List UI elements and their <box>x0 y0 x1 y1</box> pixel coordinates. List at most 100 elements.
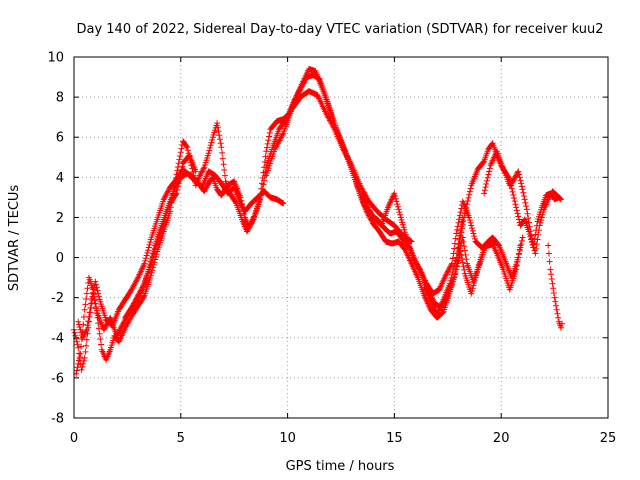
data-point <box>391 190 398 197</box>
data-point <box>545 250 552 257</box>
data-point <box>137 287 144 294</box>
y-tick-label: 8 <box>56 91 64 106</box>
data-point <box>148 269 155 276</box>
data-point <box>263 144 270 151</box>
data-point <box>470 282 477 289</box>
y-tick-label: 6 <box>56 131 64 146</box>
data-point <box>75 344 82 351</box>
plot-frame <box>73 56 609 419</box>
data-point <box>515 168 522 175</box>
data-point <box>550 285 557 292</box>
y-axis-label: SDTVAR / TECUs <box>7 185 22 292</box>
data-point <box>146 241 153 248</box>
data-point <box>173 190 180 197</box>
data-point <box>101 325 108 332</box>
data-point <box>545 242 552 249</box>
data-point <box>491 240 498 247</box>
data-point <box>443 271 450 278</box>
data-point <box>464 201 471 208</box>
data-point <box>454 226 461 233</box>
data-point <box>75 321 82 328</box>
data-point <box>177 152 184 159</box>
data-point <box>424 291 431 298</box>
data-point <box>76 350 83 357</box>
data-point <box>486 165 493 172</box>
data-point <box>215 128 222 135</box>
data-point <box>153 241 160 248</box>
data-point <box>97 336 104 343</box>
data-point <box>82 348 89 355</box>
data-point <box>522 199 529 206</box>
data-point <box>81 330 88 337</box>
data-point <box>129 285 136 292</box>
data-point <box>237 200 244 207</box>
data-point <box>202 187 209 194</box>
data-point <box>129 303 136 310</box>
data-point <box>516 216 522 223</box>
data-point <box>130 302 137 309</box>
data-point <box>201 188 208 195</box>
data-point <box>197 170 204 177</box>
y-tick-label: -8 <box>51 412 64 427</box>
data-point <box>163 191 170 198</box>
data-point <box>73 367 80 374</box>
data-point <box>516 246 523 253</box>
data-point <box>454 250 461 257</box>
data-point <box>78 366 85 373</box>
data-point <box>258 185 265 192</box>
data-point <box>518 241 525 248</box>
data-point <box>461 247 468 254</box>
data-point <box>461 210 468 217</box>
data-point <box>178 145 185 152</box>
data-point <box>93 310 100 317</box>
data-point <box>484 174 491 181</box>
data-point <box>122 324 129 331</box>
data-point <box>85 318 92 325</box>
data-point <box>83 326 90 333</box>
data-point <box>75 360 82 367</box>
data-point <box>138 285 145 292</box>
data-point <box>219 149 226 156</box>
data-point <box>427 295 433 302</box>
data-point <box>423 288 430 295</box>
data-point <box>524 210 531 217</box>
data-point <box>128 304 135 311</box>
data-point <box>93 281 100 288</box>
data-point <box>175 180 182 187</box>
data-point <box>470 230 477 237</box>
data-point <box>506 176 513 183</box>
data-point <box>87 305 94 312</box>
data-point <box>488 141 495 148</box>
data-point <box>85 318 92 325</box>
data-point <box>459 218 466 225</box>
data-point <box>444 269 451 276</box>
data-point <box>453 254 460 261</box>
data-point <box>216 136 223 143</box>
data-point <box>471 279 478 286</box>
data-point <box>533 241 540 248</box>
data-point <box>538 214 545 221</box>
data-point <box>392 193 399 200</box>
data-point <box>448 261 455 268</box>
data-point <box>528 236 535 243</box>
data-point <box>238 201 245 208</box>
data-point <box>468 222 475 229</box>
data-point <box>534 236 541 243</box>
data-point <box>452 235 459 242</box>
data-point <box>152 246 159 253</box>
data-point <box>508 182 515 189</box>
data-point <box>95 293 102 300</box>
x-tick-label: 0 <box>70 431 78 446</box>
data-point <box>515 213 522 220</box>
data-point <box>467 185 474 192</box>
data-point <box>452 257 459 264</box>
data-point <box>126 316 133 323</box>
data-point <box>396 209 403 216</box>
data-point <box>247 221 254 228</box>
data-point <box>485 171 492 178</box>
data-point <box>77 326 84 333</box>
data-point <box>462 207 469 214</box>
x-axis-label: GPS time / hours <box>286 459 395 474</box>
data-point <box>177 170 184 177</box>
data-point <box>459 255 466 262</box>
